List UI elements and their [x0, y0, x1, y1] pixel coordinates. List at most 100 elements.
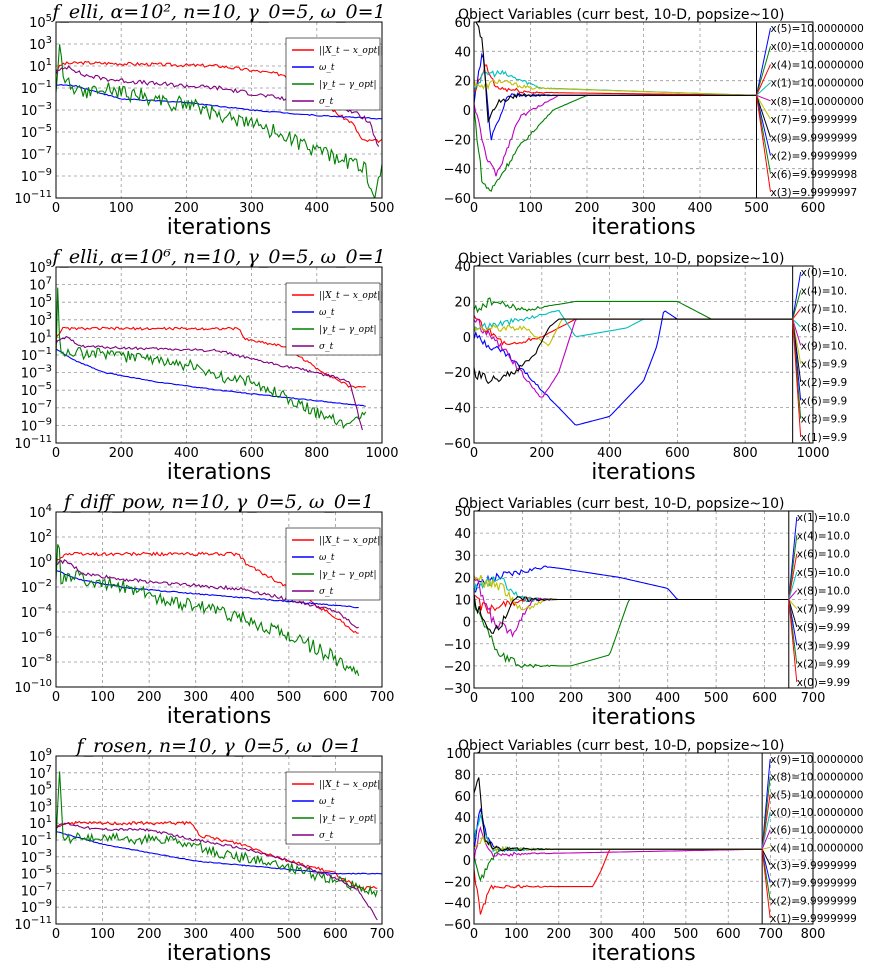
variable-label: x(5)=10.0000000	[770, 789, 863, 801]
legend-label: ω_t	[319, 63, 335, 73]
legend: ||X_t − x_opt|| ω_t |γ_t − γ_opt| σ_t	[285, 527, 383, 601]
x-tick-label: 600	[801, 201, 826, 216]
series-line-0	[474, 565, 789, 601]
legend-label: |γ_t − γ_opt|	[319, 80, 377, 90]
x-tick-label: 400	[597, 446, 622, 461]
variable-label: x(5)=10.0	[797, 567, 850, 579]
variable-fan-line	[762, 846, 771, 850]
x-tick-label: 500	[704, 691, 729, 706]
x-tick-label: 300	[239, 201, 264, 216]
variable-label: x(4)=10.0	[797, 530, 850, 542]
variable-label: x(6)=10.0	[797, 549, 850, 561]
y-tick-label: −20	[444, 875, 471, 890]
chart-panel-0: 0 100 200 300 400 500 10−11 10−9 10−7 10−5 10−3 10−…	[14, 1, 394, 240]
series-line-5	[474, 78, 757, 96]
y-tick-label: 101	[29, 328, 52, 346]
chart-title: f_elli, α=10², n=10, γ_0=5, ω_0=1	[50, 1, 385, 23]
variable-label: x(1)=9.9999999	[770, 913, 857, 925]
y-tick-label: 10−1	[21, 831, 52, 849]
variable-fan-line	[788, 553, 798, 600]
axes-frame	[55, 21, 383, 199]
axes-frame	[473, 510, 814, 689]
series-line-3	[474, 812, 763, 853]
y-tick-label: 40	[454, 45, 471, 60]
x-tick-label: 400	[230, 927, 255, 942]
y-tick-label: 10−11	[14, 189, 52, 207]
variable-label: x(5)=9.9	[801, 359, 848, 371]
y-tick-label: −40	[444, 897, 471, 912]
series-group	[56, 287, 367, 431]
x-axis-label: iterations	[167, 215, 271, 240]
y-tick-label: 10−6	[21, 628, 52, 646]
legend-label: ||X_t − x_opt||	[319, 780, 383, 790]
x-tick-label: 300	[183, 927, 208, 942]
y-tick-label: 10−5	[21, 123, 52, 141]
x-tick-label: 200	[109, 446, 134, 461]
variable-label: x(8)=10.0000000	[770, 772, 863, 784]
legend-label: σ_t	[319, 342, 334, 352]
variable-fan-line	[761, 848, 771, 866]
x-tick-label: 200	[137, 690, 162, 705]
variable-fan-line	[792, 319, 802, 438]
y-tick-label: 10−1	[21, 79, 52, 97]
x-tick-label: 0	[470, 927, 478, 942]
variable-fan-line	[788, 599, 798, 609]
x-tick-label: 700	[370, 690, 395, 705]
x-tick-label: 500	[276, 927, 301, 942]
series-group	[474, 565, 789, 669]
variable-label: x(2)=9.99	[797, 659, 850, 671]
x-tick-label: 100	[90, 927, 115, 942]
legend-label: ||X_t − x_opt||	[319, 46, 383, 56]
y-tick-label: 109	[29, 747, 52, 765]
variable-label: x(9)=9.99	[797, 622, 850, 634]
y-tick-label: 101	[29, 814, 52, 832]
y-tick-label: 20	[454, 833, 471, 848]
y-tick-label: 0	[463, 331, 471, 346]
chart-panel-1: 0 100 200 300 400 500 600 −60 −40 −20 0 20 40 60 itera…	[444, 7, 864, 240]
y-tick-label: 10−7	[21, 145, 52, 163]
y-tick-label: 10−9	[21, 167, 52, 185]
x-tick-label: 400	[230, 690, 255, 705]
series-line-1	[56, 831, 382, 875]
y-tick-label: 20	[454, 75, 471, 90]
legend-label: σ_t	[319, 587, 334, 597]
variable-label: x(1)=9.9	[801, 432, 848, 444]
chart-title: f_rosen, n=10, γ_0=5, ω_0=1	[75, 735, 362, 757]
y-tick-label: −20	[444, 366, 471, 381]
variable-fan-line	[756, 82, 771, 96]
y-tick-label: 10−7	[21, 399, 52, 417]
x-tick-label: 1000	[796, 446, 829, 461]
variable-label: x(1)=10.0000000	[771, 78, 864, 90]
variable-labels: x(9)=10.0000000 x(8)=10.0000000 x(5)=10.00…	[761, 754, 864, 925]
y-tick-label: 40	[454, 811, 471, 826]
legend: ||X_t − x_opt|| ω_t |γ_t − γ_opt| σ_t	[285, 37, 383, 111]
variable-label: x(4)=10.	[801, 285, 848, 297]
variable-fan-line	[788, 599, 798, 683]
variable-label: x(0)=9.99	[797, 677, 850, 689]
y-tick-label: 0	[463, 854, 471, 869]
y-tick-label: 20	[454, 571, 471, 586]
y-tick-label: 0	[463, 104, 471, 119]
x-tick-label: 800	[733, 446, 758, 461]
legend-label: |γ_t − γ_opt|	[319, 570, 377, 580]
variable-fan-line	[792, 271, 802, 320]
y-tick-label: 10−3	[21, 364, 52, 382]
y-tick-label: −60	[444, 918, 471, 933]
chart-panel-3: 0 200 400 600 800 1000 −60 −40 −20 0 20 40 iteration…	[444, 251, 848, 485]
y-tick-label: 10−1	[21, 346, 52, 364]
series-line-4	[474, 825, 763, 861]
variable-fan-line	[761, 829, 771, 850]
legend-label: ω_t	[319, 553, 335, 563]
x-tick-label: 500	[276, 690, 301, 705]
series-line-6	[474, 593, 789, 635]
x-tick-label: 800	[304, 446, 329, 461]
series-line-2	[56, 287, 367, 430]
x-tick-label: 800	[801, 927, 826, 942]
x-axis-label: iterations	[167, 941, 271, 966]
variable-fan-line	[756, 95, 771, 138]
y-tick-label: 50	[454, 505, 471, 520]
legend-label: ω_t	[319, 308, 335, 318]
variable-fan-line	[756, 94, 771, 102]
x-tick-label: 400	[631, 927, 656, 942]
variable-fan-line	[788, 599, 798, 628]
